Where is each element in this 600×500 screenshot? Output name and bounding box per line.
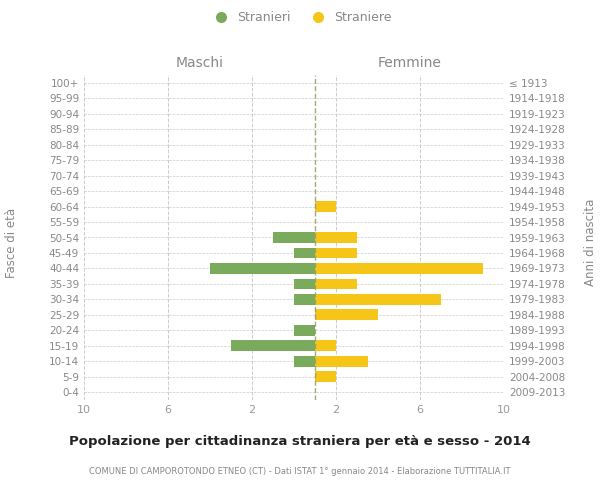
Legend: Stranieri, Straniere: Stranieri, Straniere bbox=[203, 6, 397, 29]
Bar bbox=[294, 294, 315, 305]
Text: Popolazione per cittadinanza straniera per età e sesso - 2014: Popolazione per cittadinanza straniera p… bbox=[69, 435, 531, 448]
Bar bbox=[315, 232, 357, 243]
Text: Fasce di età: Fasce di età bbox=[5, 208, 19, 278]
Bar bbox=[273, 232, 315, 243]
Text: Femmine: Femmine bbox=[377, 56, 442, 70]
Bar bbox=[315, 372, 336, 382]
Bar bbox=[315, 356, 367, 366]
Bar bbox=[294, 278, 315, 289]
Bar bbox=[294, 325, 315, 336]
Bar bbox=[315, 263, 483, 274]
Text: Maschi: Maschi bbox=[176, 56, 223, 70]
Bar bbox=[315, 294, 441, 305]
Bar bbox=[315, 310, 378, 320]
Bar bbox=[315, 340, 336, 351]
Bar bbox=[294, 356, 315, 366]
Bar bbox=[294, 248, 315, 258]
Bar bbox=[315, 201, 336, 212]
Bar bbox=[231, 340, 315, 351]
Bar bbox=[315, 248, 357, 258]
Bar bbox=[210, 263, 315, 274]
Bar bbox=[315, 278, 357, 289]
Text: Anni di nascita: Anni di nascita bbox=[584, 199, 598, 286]
Text: COMUNE DI CAMPOROTONDO ETNEO (CT) - Dati ISTAT 1° gennaio 2014 - Elaborazione TU: COMUNE DI CAMPOROTONDO ETNEO (CT) - Dati… bbox=[89, 468, 511, 476]
